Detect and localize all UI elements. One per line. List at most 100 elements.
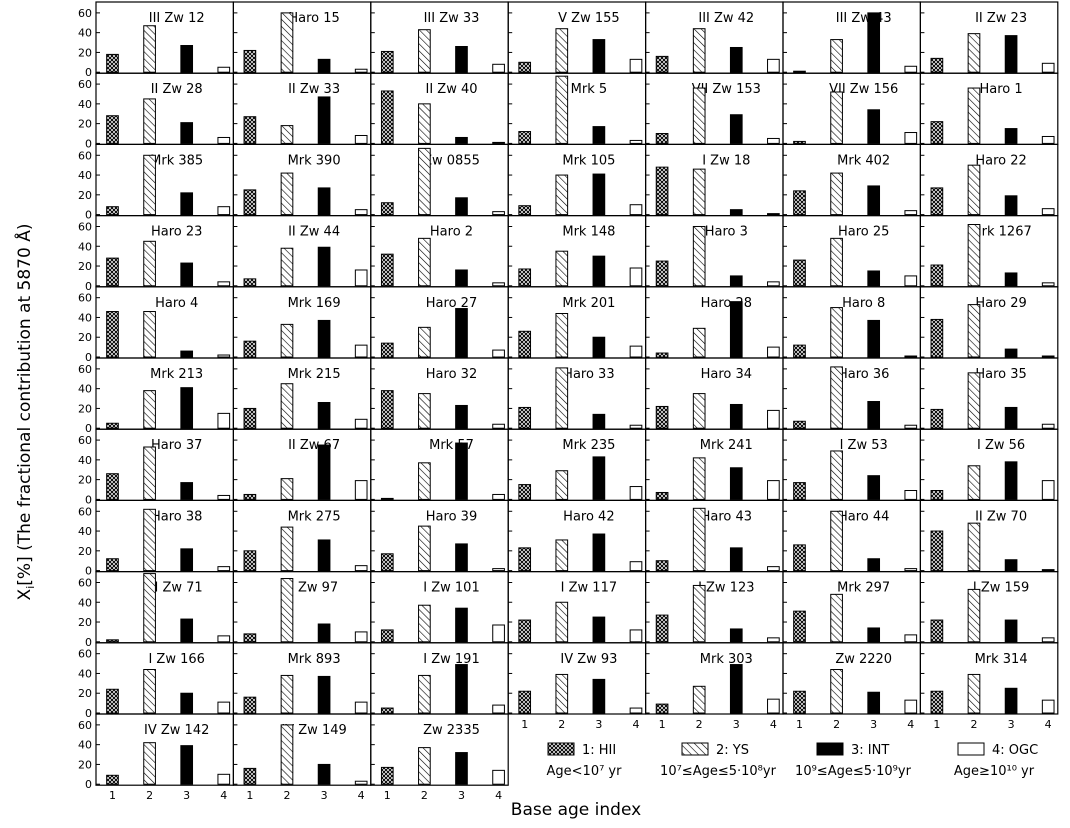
bar-int bbox=[592, 533, 606, 572]
chart-panel: Zw 2335 1 2 3 4 bbox=[370, 713, 509, 802]
bar-hii bbox=[243, 633, 257, 643]
bar-ys bbox=[830, 39, 843, 73]
bar-ys bbox=[418, 237, 431, 287]
bar-hii bbox=[518, 61, 532, 73]
chart-panel: II Zw 70 bbox=[919, 499, 1059, 573]
bar-ogc bbox=[767, 566, 780, 572]
bar-ys bbox=[143, 240, 156, 287]
bar-int bbox=[180, 387, 194, 429]
panel-title: Haro 28 bbox=[701, 296, 752, 311]
x-tick-label: 1 bbox=[521, 718, 528, 731]
chart-panel: Mrk 893 bbox=[232, 642, 372, 715]
bar-hii bbox=[518, 690, 532, 714]
y-axis-label-rest: [%] (The fractional contribution at 5870… bbox=[13, 224, 35, 586]
panel-title: I Zw 159 bbox=[973, 581, 1029, 596]
y-tick-label: 60 bbox=[78, 576, 92, 589]
panel-title: Haro 2 bbox=[430, 225, 473, 240]
bar-int bbox=[455, 45, 468, 73]
bar-ogc bbox=[217, 701, 231, 714]
bar-ys bbox=[280, 383, 294, 429]
bar-ogc bbox=[354, 701, 368, 714]
chart-panel: II Zw 23 bbox=[919, 1, 1059, 74]
chart-panel: Haro 29 bbox=[919, 286, 1059, 359]
y-tick-label: 20 bbox=[78, 118, 92, 131]
bar-int bbox=[455, 404, 468, 429]
bar-ogc bbox=[629, 139, 643, 144]
bar-int bbox=[317, 539, 331, 572]
bar-ogc bbox=[767, 281, 780, 287]
chart-panel: Mrk 1267 bbox=[919, 215, 1059, 288]
y-tick-label: 0 bbox=[85, 280, 92, 293]
y-tick-label: 0 bbox=[85, 422, 92, 435]
bar-ys bbox=[692, 28, 706, 73]
bar-ogc bbox=[492, 349, 505, 358]
chart-panel: Mrk 385 0 20 40 60 bbox=[78, 143, 234, 222]
bar-ys bbox=[830, 91, 843, 144]
bar-int bbox=[867, 475, 881, 500]
x-tick-label: 1 bbox=[384, 789, 391, 802]
x-tick-label: 4 bbox=[907, 718, 914, 731]
bar-int bbox=[1004, 687, 1018, 714]
y-axis-label-main: X bbox=[15, 588, 35, 600]
bar-hii bbox=[655, 405, 669, 429]
chart-panel: Mrk 148 bbox=[507, 215, 647, 288]
y-tick-label: 0 bbox=[85, 565, 92, 578]
bar-int bbox=[592, 336, 606, 358]
legend-swatch bbox=[816, 742, 844, 756]
bar-hii bbox=[655, 133, 669, 144]
bar-ogc bbox=[767, 637, 780, 643]
bar-int bbox=[729, 46, 743, 73]
bar-ys bbox=[280, 125, 294, 144]
bar-int bbox=[867, 691, 881, 714]
chart-panel: Haro 8 bbox=[782, 286, 921, 359]
bar-int bbox=[1004, 461, 1018, 500]
panel-title: Mrk 201 bbox=[562, 296, 615, 311]
bar-ys bbox=[143, 742, 156, 785]
bar-hii bbox=[655, 703, 669, 714]
chart-panel: I Zw 53 bbox=[782, 428, 921, 502]
bar-ys bbox=[280, 578, 294, 643]
bar-ys bbox=[280, 323, 294, 358]
chart-panel: Haro 22 bbox=[919, 143, 1059, 217]
chart-panel: VII Zw 153 bbox=[644, 72, 784, 145]
y-tick-label: 20 bbox=[78, 331, 92, 344]
panel-title: Mrk 5 bbox=[571, 82, 608, 97]
bar-ys bbox=[143, 311, 156, 358]
chart-panel: Haro 36 bbox=[782, 357, 921, 430]
svg-text:Xi[%] (The fractional contribu: Xi[%] (The fractional contribution at 58… bbox=[13, 224, 37, 601]
y-tick-label: 0 bbox=[85, 707, 92, 720]
panel-title: II Zw 70 bbox=[975, 509, 1027, 524]
x-tick-label: 1 bbox=[933, 718, 940, 731]
bar-hii bbox=[793, 344, 806, 358]
bar-int bbox=[180, 45, 194, 73]
bar-hii bbox=[380, 390, 394, 429]
chart-panel: IV Zw 93 1 2 3 4 bbox=[507, 642, 647, 731]
bar-hii bbox=[106, 422, 119, 429]
bar-int bbox=[455, 136, 468, 144]
x-axis-label: Base age index bbox=[511, 800, 641, 820]
chart-panel: Mrk 390 bbox=[232, 143, 372, 217]
y-tick-label: 20 bbox=[78, 687, 92, 700]
bar-ogc bbox=[1041, 423, 1055, 429]
chart-panel: Haro 4 0 20 40 60 bbox=[78, 286, 234, 364]
y-tick-label: 40 bbox=[78, 311, 92, 324]
bar-hii bbox=[930, 530, 944, 572]
bar-ys bbox=[418, 393, 431, 429]
x-tick-label: 3 bbox=[458, 789, 465, 802]
bar-int bbox=[1004, 619, 1018, 643]
chart-panel: II Zw 44 bbox=[232, 215, 372, 288]
bar-ys bbox=[555, 673, 569, 714]
bar-int bbox=[592, 413, 606, 429]
bar-ys bbox=[143, 508, 156, 572]
bar-int bbox=[317, 623, 331, 643]
bar-hii bbox=[243, 696, 257, 714]
chart-panel: II Zw 40 bbox=[370, 72, 509, 145]
chart-panel: III Zw 42 bbox=[644, 1, 784, 74]
bar-int bbox=[592, 39, 606, 73]
panel-title: II Zw 71 bbox=[151, 581, 203, 596]
panel-title: II Zw 67 bbox=[288, 438, 340, 453]
chart-panel: Haro 42 bbox=[507, 499, 647, 573]
bar-ys bbox=[830, 669, 843, 714]
bar-hii bbox=[518, 484, 532, 500]
chart-panel: Haro 23 0 20 40 60 bbox=[78, 215, 234, 293]
